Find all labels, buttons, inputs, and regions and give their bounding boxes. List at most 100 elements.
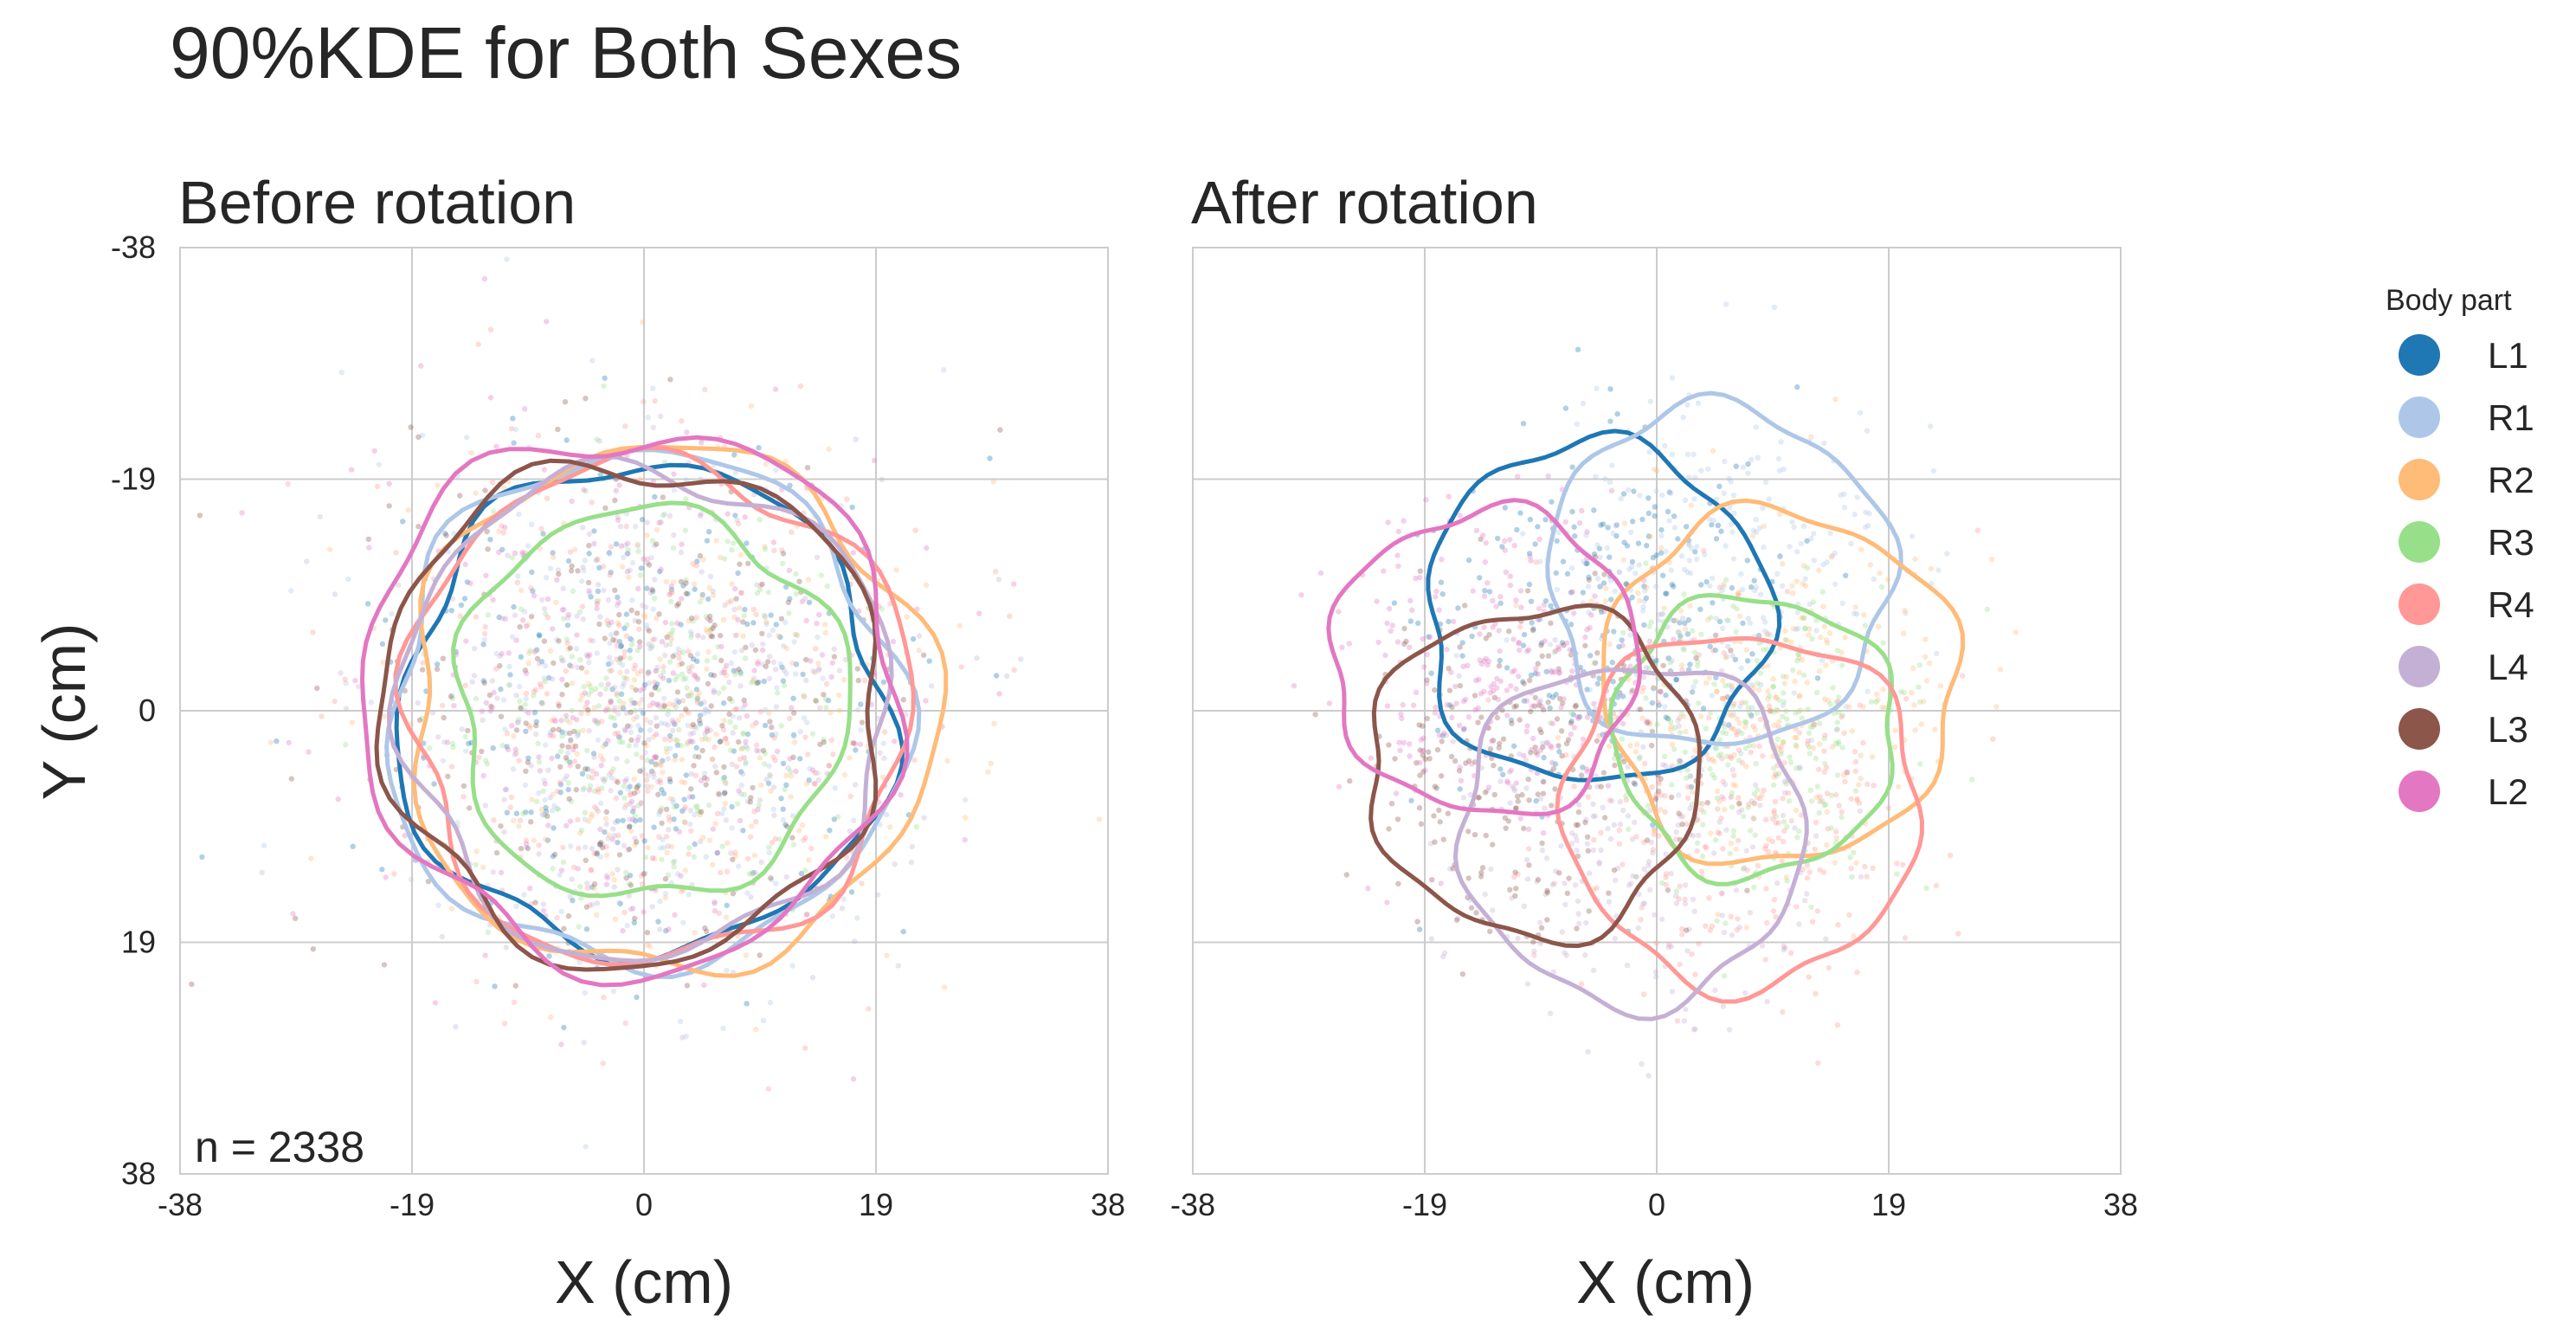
- scatter-point: [805, 751, 811, 757]
- scatter-point: [1633, 874, 1639, 880]
- scatter-point: [594, 850, 600, 856]
- scatter-point: [1784, 824, 1790, 830]
- scatter-point: [1903, 610, 1909, 616]
- scatter-point: [594, 851, 600, 857]
- scatter-point: [635, 619, 642, 625]
- scatter-point: [525, 622, 531, 628]
- scatter-point: [654, 616, 660, 622]
- scatter-point: [691, 763, 697, 769]
- scatter-point: [1683, 524, 1690, 530]
- scatter-point: [547, 795, 553, 801]
- scatter-point: [1782, 636, 1788, 643]
- scatter-point: [1584, 841, 1591, 847]
- scatter-point: [1571, 725, 1578, 731]
- scatter-point: [522, 707, 528, 714]
- scatter-point: [1700, 822, 1706, 828]
- scatter-point: [1478, 869, 1484, 876]
- scatter-point: [559, 607, 566, 613]
- scatter-point: [448, 764, 455, 770]
- scatter-point: [1735, 837, 1742, 844]
- scatter-point: [702, 706, 709, 712]
- scatter-point: [1572, 833, 1579, 839]
- scatter-point: [526, 723, 532, 729]
- scatter-point: [1716, 483, 1723, 489]
- scatter-point: [1616, 827, 1623, 834]
- scatter-point: [1521, 631, 1528, 638]
- scatter-point: [1620, 693, 1626, 699]
- scatter-point: [1637, 493, 1643, 499]
- scatter-point: [1660, 662, 1666, 669]
- scatter-point: [1584, 529, 1590, 535]
- scatter-point: [1811, 721, 1817, 728]
- scatter-point: [667, 796, 673, 802]
- scatter-point: [699, 569, 705, 575]
- scatter-point: [1504, 712, 1510, 719]
- scatter-point: [512, 746, 518, 752]
- kde-contour-r2: [1601, 498, 1966, 867]
- scatter-point: [738, 648, 745, 654]
- scatter-point: [1910, 665, 1916, 672]
- scatter-point: [610, 989, 617, 995]
- scatter-point: [563, 730, 570, 737]
- scatter-point: [601, 383, 607, 390]
- scatter-point: [1460, 795, 1467, 801]
- scatter-point: [710, 625, 716, 631]
- scatter-point: [731, 667, 737, 674]
- scatter-point: [706, 613, 713, 620]
- scatter-point: [813, 646, 819, 652]
- scatter-point: [1804, 680, 1810, 686]
- scatter-point: [1821, 440, 1827, 447]
- scatter-point: [536, 842, 542, 848]
- scatter-point: [1816, 668, 1823, 674]
- scatter-point: [617, 734, 623, 740]
- scatter-point: [345, 576, 351, 583]
- scatter-point: [648, 555, 654, 561]
- scatter-point: [623, 633, 630, 639]
- scatter-point: [1742, 745, 1749, 751]
- legend-label: R2: [2488, 460, 2534, 500]
- scatter-point: [621, 674, 628, 680]
- scatter-point: [538, 684, 544, 690]
- scatter-point: [1513, 597, 1519, 603]
- scatter-point: [1847, 854, 1853, 861]
- scatter-point: [1841, 491, 1847, 497]
- scatter-point: [697, 513, 704, 519]
- scatter-point: [1719, 912, 1725, 919]
- scatter-point: [768, 875, 774, 881]
- scatter-point: [579, 770, 586, 777]
- scatter-point: [627, 816, 633, 822]
- scatter-point: [789, 705, 795, 711]
- scatter-point: [736, 863, 742, 869]
- scatter-point: [1630, 836, 1636, 842]
- scatter-point: [847, 793, 853, 800]
- panel-title: Before rotation: [178, 169, 576, 236]
- scatter-point: [632, 524, 639, 530]
- scatter-point: [521, 609, 528, 615]
- scatter-point: [1623, 581, 1629, 587]
- scatter-point: [567, 759, 573, 765]
- scatter-point: [511, 603, 517, 610]
- scatter-point: [1612, 935, 1619, 942]
- scatter-point: [1433, 704, 1439, 711]
- scatter-point: [759, 647, 766, 654]
- scatter-point: [1478, 874, 1484, 880]
- scatter-point: [602, 776, 609, 783]
- scatter-point: [771, 547, 777, 554]
- scatter-point: [620, 739, 626, 745]
- scatter-point: [629, 596, 635, 603]
- scatter-point: [1686, 542, 1692, 548]
- scatter-point: [657, 656, 663, 662]
- scatter-point: [1639, 715, 1645, 721]
- y-axis-label: Y (cm): [30, 623, 98, 801]
- scatter-point: [855, 677, 861, 684]
- scatter-point: [435, 482, 441, 488]
- scatter-point: [1446, 687, 1453, 693]
- scatter-point: [698, 838, 704, 845]
- scatter-point: [628, 607, 634, 614]
- scatter-point: [1743, 647, 1749, 653]
- scatter-point: [627, 655, 633, 661]
- scatter-point: [1998, 667, 2004, 673]
- scatter-point: [570, 746, 576, 753]
- scatter-point: [1730, 711, 1737, 718]
- scatter-point: [800, 671, 806, 678]
